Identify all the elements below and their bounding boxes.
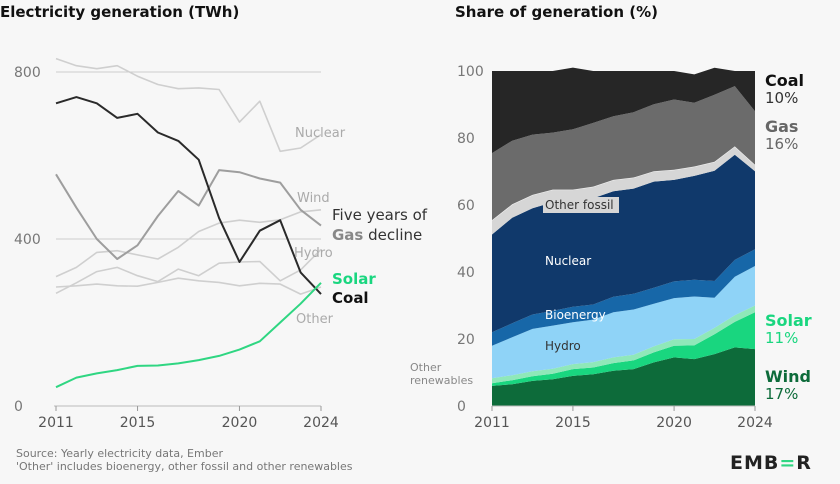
- gas-annotation-bold: Gas: [332, 226, 363, 244]
- hydro-line-label: Hydro: [294, 246, 333, 261]
- solar-line-label: Solar: [332, 270, 376, 288]
- left-x-tick-2024: 2024: [303, 415, 339, 431]
- right-x-tick-2020: 2020: [656, 415, 692, 431]
- line-wind: [55, 209, 322, 278]
- coal-end-label: Coal: [765, 71, 804, 90]
- gas-annotation-line2: Gas decline: [332, 226, 422, 244]
- ember-logo: EMB=R: [730, 452, 812, 474]
- gas-end-value: 16%: [765, 135, 798, 153]
- right-x-axis: 2011 2015 2020 2024: [474, 405, 773, 431]
- ember-logo-left: EMB: [730, 452, 779, 474]
- line-gas: [55, 169, 322, 260]
- wind-end-label: Wind: [765, 367, 811, 386]
- right-y-tick-100: 100: [457, 64, 484, 80]
- other-definition-note: 'Other' includes bioenergy, other fossil…: [16, 460, 353, 473]
- gas-annotation-rest: decline: [368, 226, 422, 244]
- left-chart-title: Electricity generation (TWh): [0, 3, 239, 21]
- nuclear-line-label: Nuclear: [295, 126, 346, 141]
- right-y-tick-20: 20: [457, 332, 475, 348]
- left-y-axis: 0 400 800: [14, 65, 41, 415]
- wind-end-value: 17%: [765, 385, 798, 403]
- other-renewables-label-2: renewables: [410, 374, 473, 387]
- right-stacked-areas: [491, 67, 756, 406]
- left-x-tick-2020: 2020: [222, 415, 258, 431]
- left-series-lines: [55, 57, 322, 389]
- coal-line-label: Coal: [332, 289, 369, 307]
- right-y-tick-60: 60: [457, 198, 475, 214]
- right-x-tick-2011: 2011: [474, 415, 510, 431]
- right-y-tick-0: 0: [457, 399, 466, 415]
- area-coal: [492, 67, 755, 154]
- line-nuclear: [55, 57, 322, 153]
- left-y-tick-400: 400: [14, 232, 41, 248]
- line-hydro: [55, 248, 322, 295]
- line-solar: [55, 282, 322, 389]
- ember-logo-mid: =: [779, 452, 796, 474]
- gas-end-label: Gas: [765, 117, 798, 136]
- area-nuclear: [492, 154, 755, 333]
- solar-end-value: 11%: [765, 329, 798, 347]
- generation-line-chart: Electricity generation (TWh) 0 400 800 201…: [0, 3, 428, 431]
- other-fossil-label-bg: [543, 197, 619, 213]
- area-bioenergy: [492, 249, 755, 346]
- area-gas: [492, 86, 755, 221]
- line-other: [55, 277, 322, 295]
- left-x-tick-2015: 2015: [120, 415, 156, 431]
- source-note: Source: Yearly electricity data, Ember: [16, 447, 223, 460]
- area-wind: [492, 347, 755, 406]
- right-y-axis: 0 20 40 60 80 100: [457, 64, 484, 415]
- left-x-axis: 2011 2015 2020 2024: [38, 406, 339, 431]
- area-hydro: [492, 266, 755, 379]
- coal-end-value: 10%: [765, 89, 798, 107]
- line-coal: [55, 96, 322, 295]
- ember-logo-right: R: [796, 452, 812, 474]
- nuclear-area-label: Nuclear: [545, 254, 591, 268]
- left-y-tick-0: 0: [14, 399, 23, 415]
- area-other-fossil: [492, 146, 755, 235]
- bioenergy-area-label: Bioenergy: [545, 308, 606, 322]
- area-other-renewables: [492, 305, 755, 384]
- right-x-tick-2024: 2024: [737, 415, 773, 431]
- wind-line-label: Wind: [297, 191, 330, 206]
- right-chart-title: Share of generation (%): [455, 3, 658, 21]
- right-y-tick-40: 40: [457, 265, 475, 281]
- other-renewables-label-1: Other: [410, 361, 442, 374]
- left-x-tick-2011: 2011: [38, 415, 74, 431]
- right-y-tick-80: 80: [457, 131, 475, 147]
- other-fossil-area-label: Other fossil: [545, 198, 614, 212]
- solar-end-label: Solar: [765, 311, 812, 330]
- other-line-label: Other: [296, 312, 334, 327]
- left-y-tick-800: 800: [14, 65, 41, 81]
- gas-annotation-line1: Five years of: [332, 206, 428, 224]
- share-area-chart: Share of generation (%) 0 20 40 60 80 100 201…: [410, 3, 812, 431]
- hydro-area-label: Hydro: [545, 339, 581, 353]
- right-x-tick-2015: 2015: [555, 415, 591, 431]
- area-solar: [492, 312, 755, 386]
